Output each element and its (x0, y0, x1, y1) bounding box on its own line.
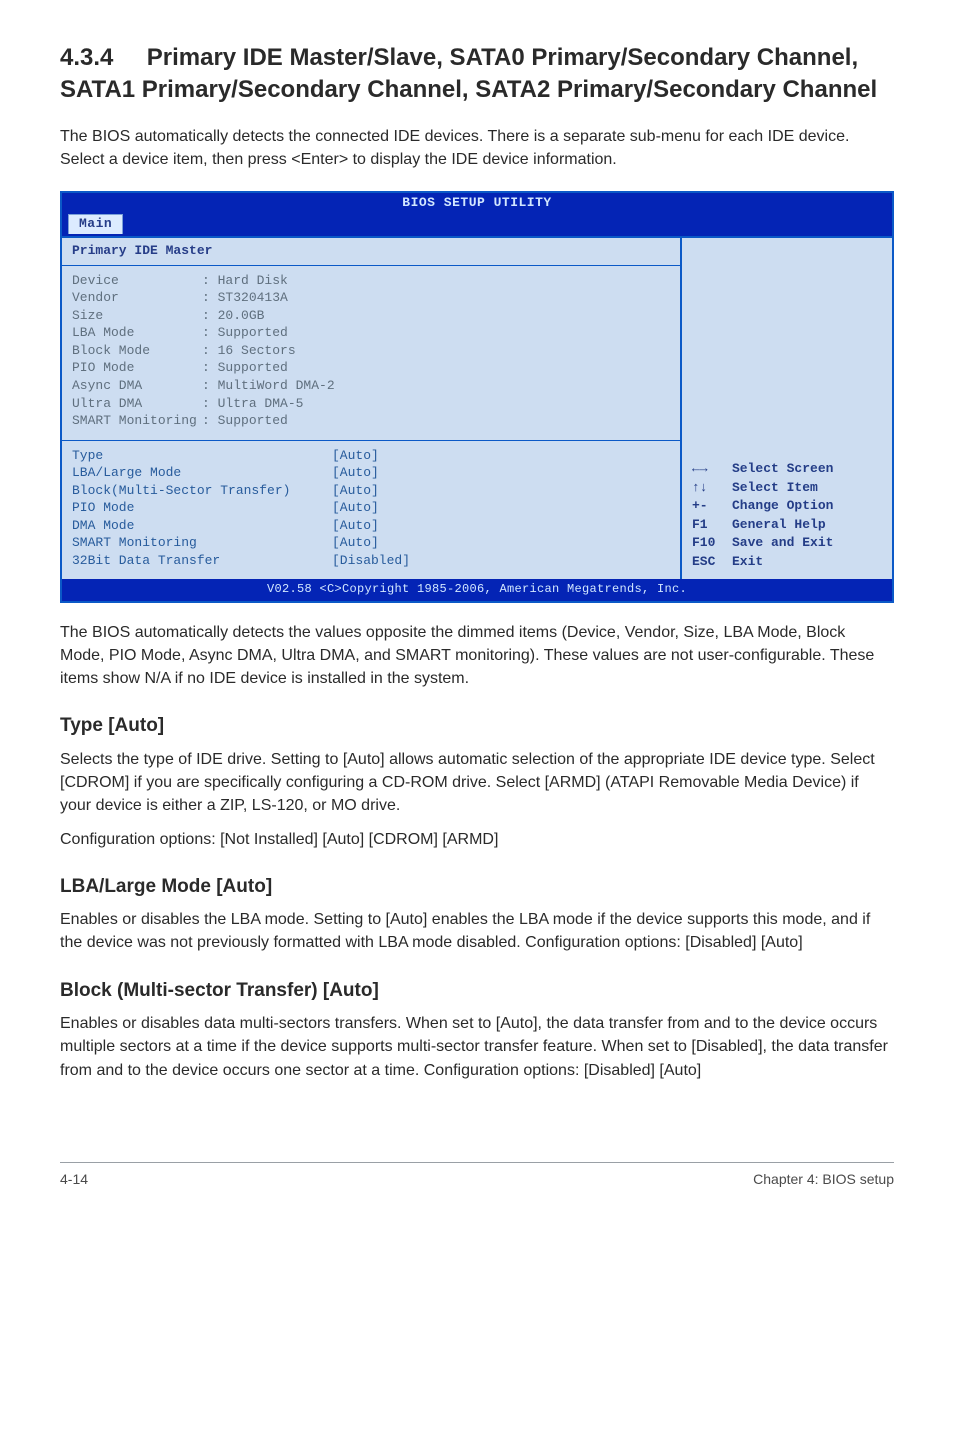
lba-body: Enables or disables the LBA mode. Settin… (60, 908, 894, 954)
bios-field-value: Hard Disk (218, 272, 288, 290)
bios-field-value: 20.0GB (218, 307, 265, 325)
bios-tab-main[interactable]: Main (68, 214, 123, 234)
bios-field-value: Ultra DMA-5 (218, 395, 304, 413)
bios-field-label: LBA Mode (72, 324, 202, 342)
bios-field-label: Device (72, 272, 202, 290)
bios-field-value: Supported (218, 412, 288, 430)
bios-settings: Type[Auto] LBA/Large Mode[Auto] Block(Mu… (62, 441, 680, 580)
bios-field-label: Async DMA (72, 377, 202, 395)
type-body-2: Configuration options: [Not Installed] [… (60, 828, 894, 851)
bios-setting-label[interactable]: PIO Mode (72, 499, 332, 517)
bios-copyright-footer: V02.58 <C>Copyright 1985-2006, American … (62, 579, 892, 600)
bios-field-value: Supported (218, 324, 288, 342)
bios-setting-value[interactable]: [Auto] (332, 499, 379, 517)
bios-field-label: Ultra DMA (72, 395, 202, 413)
key-arrows-ud-icon: ↑↓ (692, 479, 724, 497)
type-body-1: Selects the type of IDE drive. Setting t… (60, 748, 894, 818)
bios-setting-label[interactable]: Block(Multi-Sector Transfer) (72, 482, 332, 500)
bios-help-block: ←→ Select Screen ↑↓ Select Item +- Change O… (692, 460, 882, 571)
bios-setting-value[interactable]: [Auto] (332, 534, 379, 552)
bios-setting-value[interactable]: [Auto] (332, 482, 379, 500)
lba-heading: LBA/Large Mode [Auto] (60, 873, 894, 901)
page-footer: 4-14 Chapter 4: BIOS setup (60, 1162, 894, 1189)
bios-setting-label[interactable]: Type (72, 447, 332, 465)
bios-tab-row: Main (62, 214, 892, 236)
bios-body: Primary IDE Master Device: Hard Disk Ven… (62, 236, 892, 580)
bios-left-panel: Primary IDE Master Device: Hard Disk Ven… (62, 238, 682, 580)
bios-header-bar: BIOS SETUP UTILITY (62, 193, 892, 214)
page-number: 4-14 (60, 1169, 88, 1189)
block-body: Enables or disables data multi-sectors t… (60, 1012, 894, 1082)
bios-setting-label[interactable]: 32Bit Data Transfer (72, 552, 332, 570)
bios-setting-label[interactable]: DMA Mode (72, 517, 332, 535)
help-label: General Help (732, 516, 826, 534)
bios-field-label: Size (72, 307, 202, 325)
help-label: Change Option (732, 497, 833, 515)
bios-screenshot: BIOS SETUP UTILITY Main Primary IDE Mast… (60, 191, 894, 603)
bios-field-value: 16 Sectors (218, 342, 296, 360)
type-heading: Type [Auto] (60, 712, 894, 740)
bios-setting-value[interactable]: [Auto] (332, 464, 379, 482)
bios-setting-label[interactable]: SMART Monitoring (72, 534, 332, 552)
chapter-label: Chapter 4: BIOS setup (753, 1169, 894, 1189)
help-label: Select Item (732, 479, 818, 497)
bios-field-label: Vendor (72, 289, 202, 307)
bios-device-fields: Device: Hard Disk Vendor: ST320413A Size… (62, 266, 680, 441)
help-label: Exit (732, 553, 763, 571)
bios-field-value: Supported (218, 359, 288, 377)
bios-setting-value[interactable]: [Disabled] (332, 552, 410, 570)
bios-help-panel: ←→ Select Screen ↑↓ Select Item +- Change O… (682, 238, 892, 580)
section-intro: The BIOS automatically detects the conne… (60, 125, 894, 171)
help-label: Save and Exit (732, 534, 833, 552)
bios-setting-label[interactable]: LBA/Large Mode (72, 464, 332, 482)
bios-setting-value[interactable]: [Auto] (332, 517, 379, 535)
key-esc-icon: ESC (692, 553, 724, 571)
section-heading: 4.3.4 Primary IDE Master/Slave, SATA0 Pr… (60, 42, 894, 107)
block-heading: Block (Multi-sector Transfer) [Auto] (60, 977, 894, 1005)
section-title-text: Primary IDE Master/Slave, SATA0 Primary/… (60, 44, 877, 103)
key-plusminus-icon: +- (692, 497, 724, 515)
bios-field-value: MultiWord DMA-2 (218, 377, 335, 395)
key-f10-icon: F10 (692, 534, 724, 552)
help-label: Select Screen (732, 460, 833, 478)
bios-field-label: SMART Monitoring (72, 412, 202, 430)
bios-utility-title: BIOS SETUP UTILITY (402, 195, 551, 210)
bios-setting-value[interactable]: [Auto] (332, 447, 379, 465)
key-arrows-lr-icon: ←→ (692, 460, 724, 478)
after-bios-paragraph: The BIOS automatically detects the value… (60, 621, 894, 691)
key-f1-icon: F1 (692, 516, 724, 534)
bios-panel-title: Primary IDE Master (62, 238, 680, 266)
bios-field-label: PIO Mode (72, 359, 202, 377)
bios-field-value: ST320413A (218, 289, 288, 307)
section-number: 4.3.4 (60, 44, 113, 71)
bios-field-label: Block Mode (72, 342, 202, 360)
